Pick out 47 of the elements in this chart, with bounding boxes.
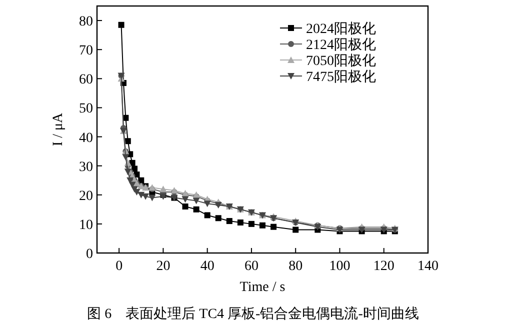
point [237, 219, 244, 226]
point [142, 193, 150, 200]
point [122, 154, 130, 161]
caption: 图 6 表面处理后 TC4 厚板-铝合金电偶电流-时间曲线 [87, 306, 419, 322]
legend-label: 7475阳极化 [306, 69, 376, 85]
legend-label: 7050阳极化 [306, 53, 376, 69]
x-axis-title: Time / s [240, 280, 286, 295]
x-tick-label: 140 [418, 259, 438, 274]
point [204, 200, 211, 208]
point [292, 226, 299, 233]
y-tick-label: 50 [79, 102, 93, 117]
y-tick-label: 0 [86, 247, 93, 262]
y-tick-label: 60 [79, 72, 93, 88]
point [148, 194, 156, 202]
y-tick-label: 80 [79, 14, 93, 30]
x-tick-label: 0 [116, 259, 123, 274]
point [260, 222, 266, 228]
legend-label: 2024阳极化 [306, 21, 376, 37]
legend-label: 2124阳极化 [306, 37, 376, 53]
point [248, 220, 254, 227]
y-tick-label: 30 [79, 160, 93, 175]
point [124, 138, 131, 144]
y-tick-label: 10 [79, 218, 93, 233]
point [182, 196, 189, 203]
point [204, 212, 210, 218]
x-tick-label: 100 [329, 259, 350, 274]
point [193, 206, 200, 212]
y-tick-label: 70 [79, 44, 93, 59]
x-tick-label: 120 [373, 259, 394, 274]
x-tick-label: 60 [244, 259, 258, 274]
point [215, 215, 222, 222]
y-tick-label: 20 [79, 188, 93, 204]
point [182, 204, 188, 210]
point [128, 182, 136, 188]
point [138, 192, 145, 198]
point [132, 166, 138, 172]
point [118, 22, 124, 28]
point [226, 218, 232, 224]
x-tick-label: 40 [200, 259, 214, 274]
y-tick-label: 40 [79, 130, 93, 146]
x-tick-label: 20 [156, 259, 170, 274]
x-tick-label: 80 [288, 259, 303, 274]
point [192, 198, 200, 204]
point [270, 224, 277, 230]
point [160, 186, 167, 192]
y-axis-title: I / μA [51, 112, 66, 146]
point [124, 168, 132, 176]
